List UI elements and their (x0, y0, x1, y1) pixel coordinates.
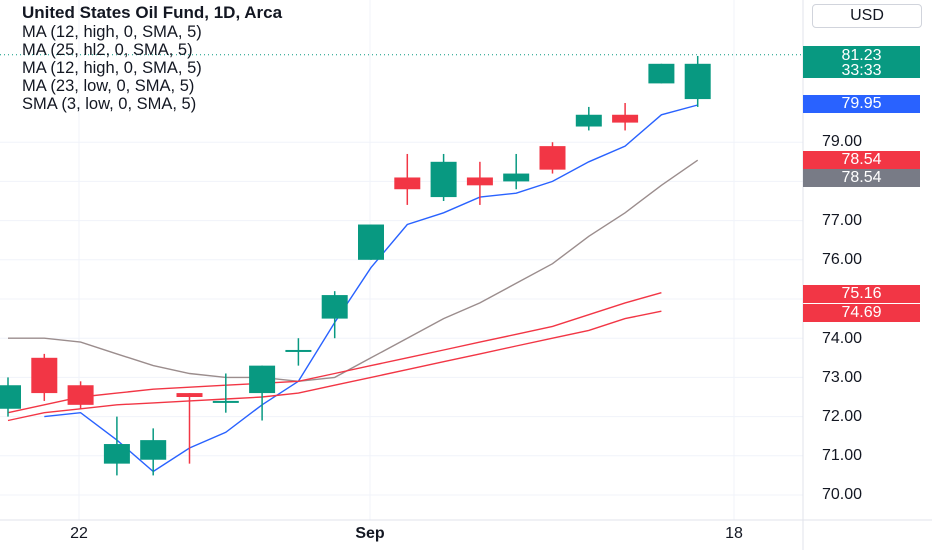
candle-body (249, 365, 276, 394)
candle-body (31, 357, 58, 394)
y-tick-label: 77.00 (822, 212, 863, 229)
y-tick-label: 71.00 (822, 447, 863, 464)
candle-body (430, 161, 457, 198)
candle-body (321, 295, 348, 319)
ma-line-4 (7, 310, 662, 422)
legend-item-sma[interactable]: SMA (3, low, 0, SMA, 5) (22, 95, 197, 113)
y-tick-label: 74.00 (822, 330, 863, 347)
price-tag-ma-gray: 78.54 (803, 169, 920, 187)
y-tick-label: 70.00 (822, 486, 863, 503)
last-price-value: 81.23 (841, 47, 882, 64)
symbol-title[interactable]: United States Oil Fund, 1D, Arca (22, 3, 283, 22)
currency-button[interactable]: USD (812, 4, 922, 28)
candle-body (575, 114, 602, 127)
ma-line-3 (7, 292, 662, 414)
candle-body (176, 393, 203, 397)
candle-body (358, 224, 384, 260)
price-tag-last: 81.23 33:33 (803, 46, 920, 79)
candle-body (394, 177, 421, 190)
candle-body (0, 385, 21, 409)
candle-body (466, 177, 493, 186)
candle-body (67, 385, 94, 405)
x-tick-label: Sep (355, 525, 385, 542)
legend-item-ma-4[interactable]: MA (23, low, 0, SMA, 5) (22, 77, 195, 95)
price-tag-ma-blue: 79.95 (803, 95, 920, 113)
chart-legend: United States Oil Fund, 1D, Arca MA (12,… (22, 3, 283, 114)
price-tag-ma-red-3: 74.69 (803, 304, 920, 322)
legend-item-ma-1[interactable]: MA (12, high, 0, SMA, 5) (22, 23, 202, 41)
x-tick-label: 18 (725, 525, 743, 542)
candle-body (103, 444, 130, 464)
candle-body (612, 114, 639, 123)
y-tick-label: 73.00 (822, 369, 863, 386)
candle-body (684, 63, 711, 100)
price-tag-ma-red-1: 78.54 (803, 151, 920, 169)
price-tag-ma-red-2: 75.16 (803, 285, 920, 303)
y-tick-label: 79.00 (822, 133, 863, 150)
candle-body (140, 440, 167, 460)
x-tick-label: 22 (70, 525, 88, 542)
countdown-timer: 33:33 (841, 62, 882, 79)
y-tick-label: 76.00 (822, 251, 863, 268)
candle-body (539, 146, 566, 170)
candle-body (648, 63, 675, 84)
candle-body (503, 173, 530, 182)
ma-line-2 (8, 159, 699, 383)
candle-body (212, 400, 239, 403)
legend-item-ma-2[interactable]: MA (25, hl2, 0, SMA, 5) (22, 41, 193, 59)
y-tick-label: 72.00 (822, 408, 863, 425)
candle-body (285, 349, 312, 352)
legend-item-ma-3[interactable]: MA (12, high, 0, SMA, 5) (22, 59, 202, 77)
